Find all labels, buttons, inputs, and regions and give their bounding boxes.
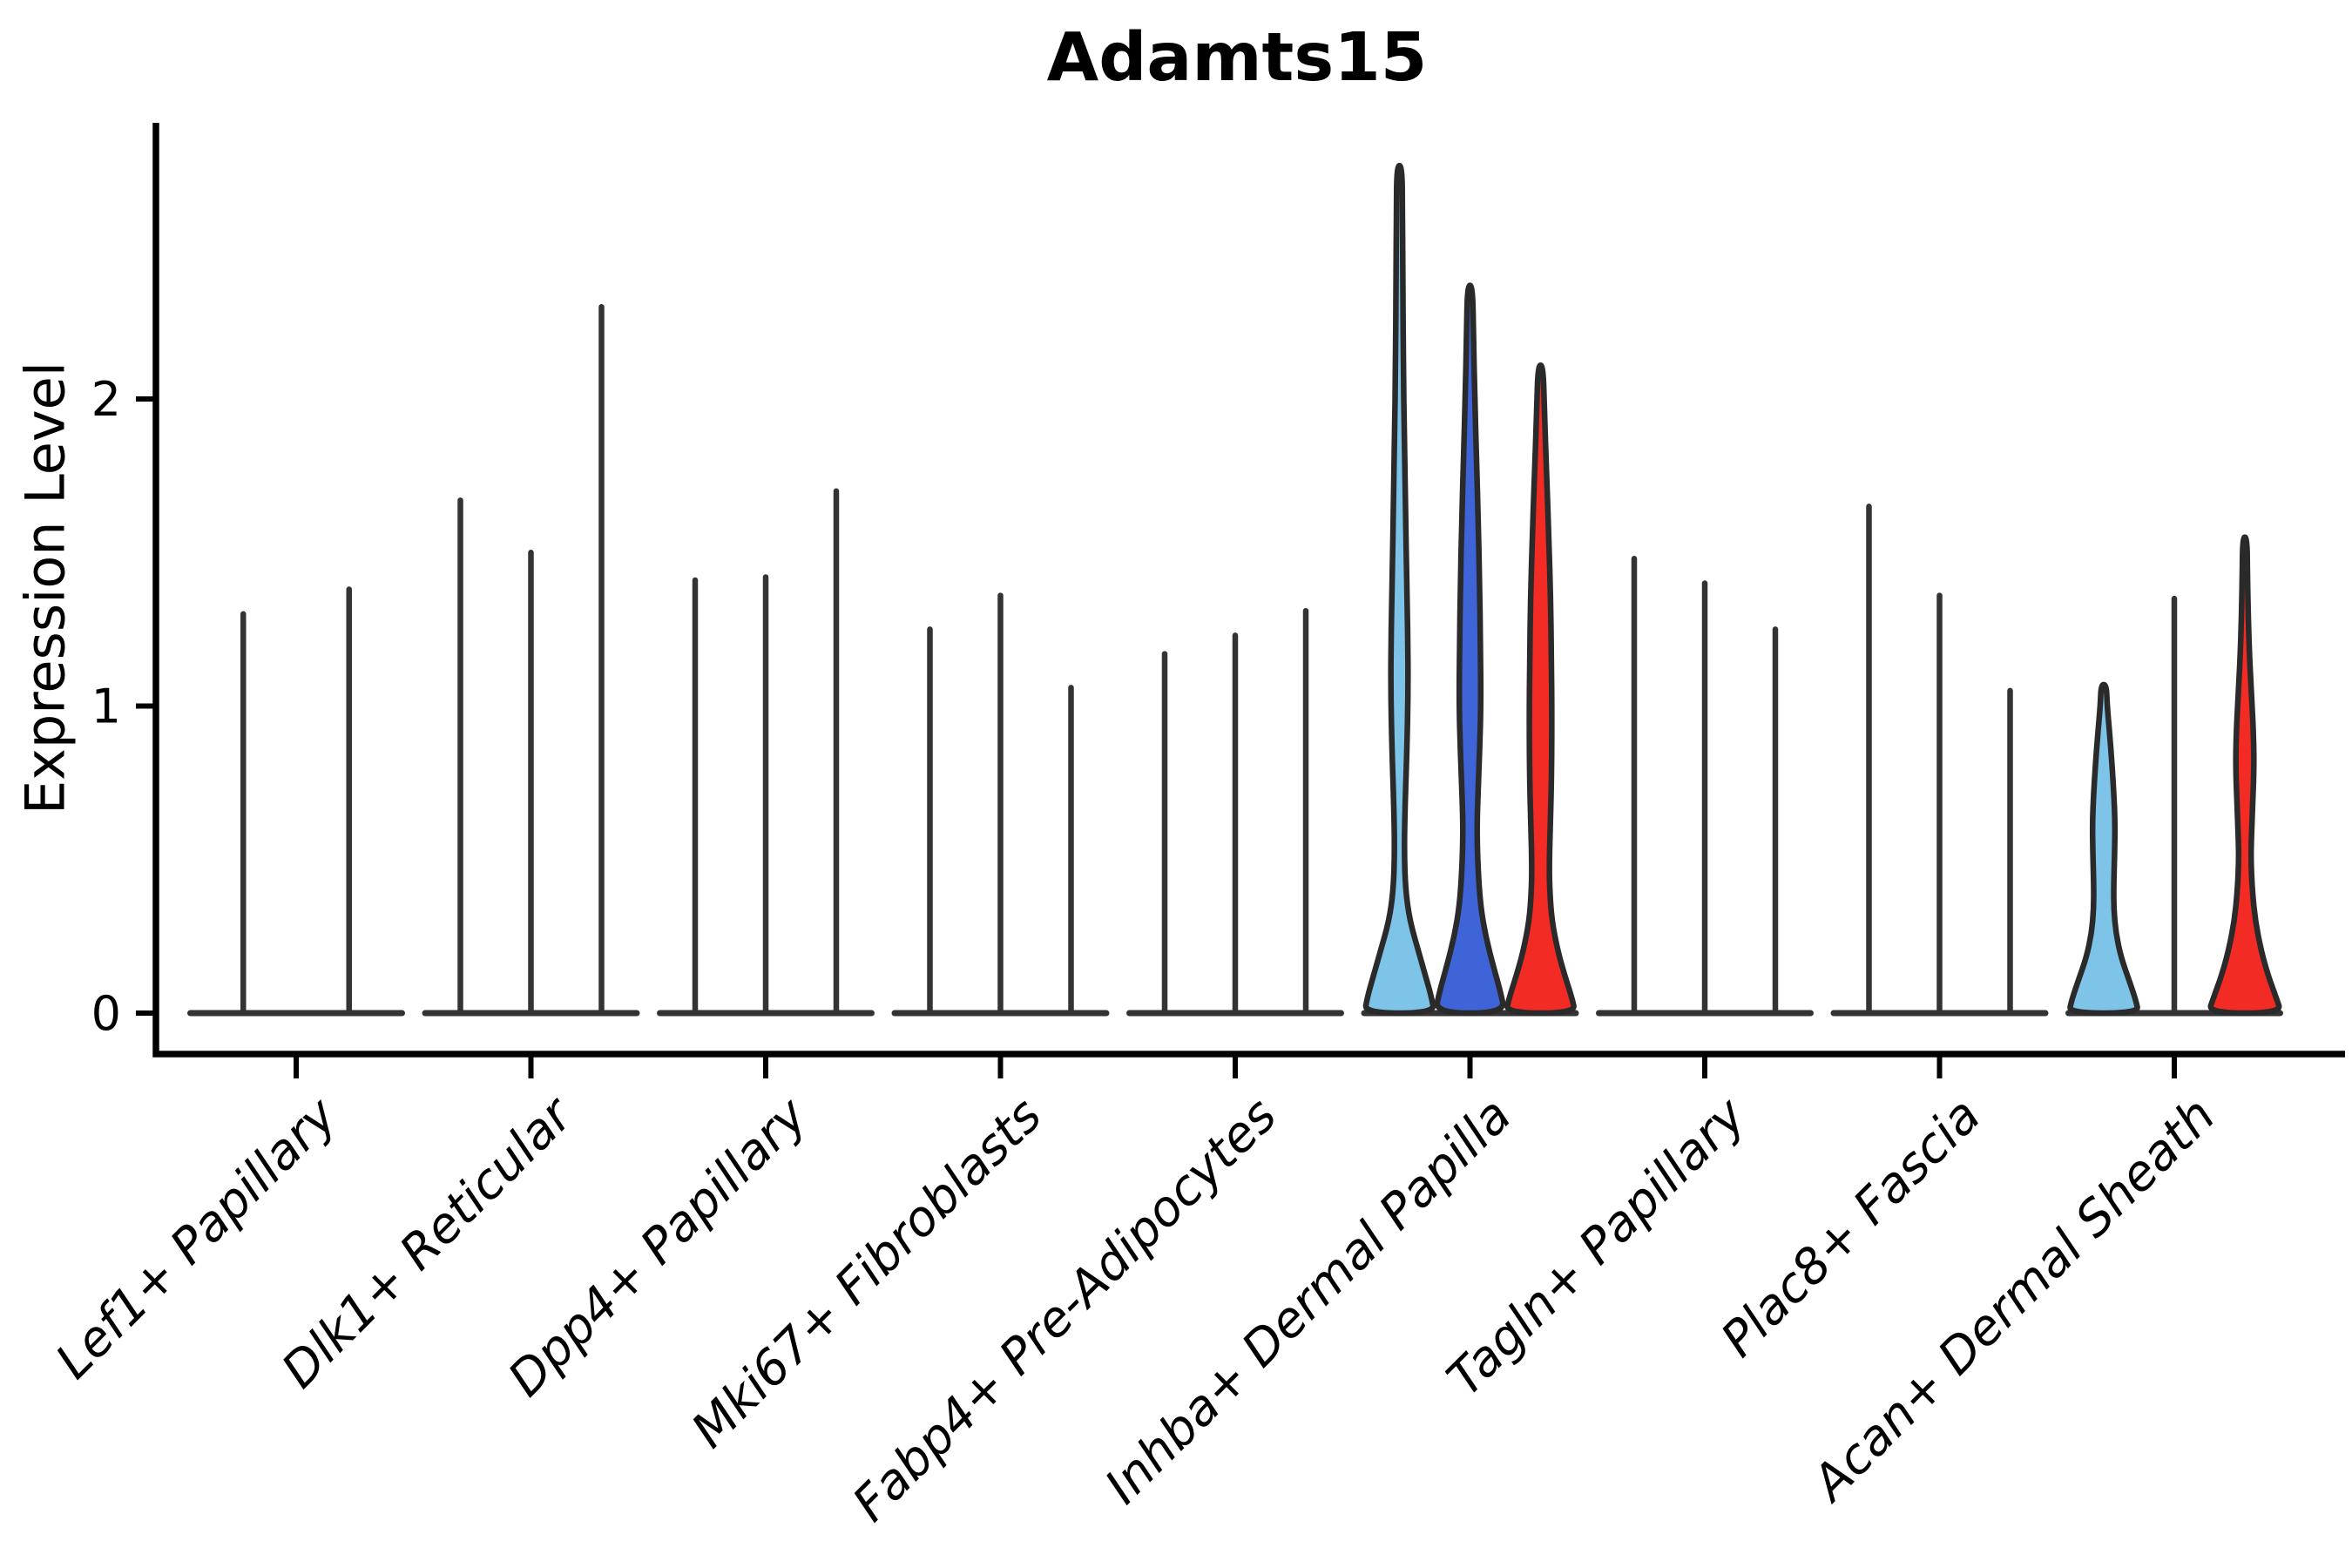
violin-filled xyxy=(1434,282,1506,1017)
violin-filled xyxy=(2207,534,2282,1017)
violin-filled xyxy=(2067,681,2140,1017)
y-tick-label: 1 xyxy=(91,679,121,734)
y-tick-label: 0 xyxy=(91,986,121,1041)
violin-filled xyxy=(1504,362,1577,1017)
violin-filled xyxy=(1362,162,1436,1017)
axes-spines xyxy=(152,123,2345,1058)
chart-title: Adamts15 xyxy=(1046,19,1428,97)
y-tick-label: 2 xyxy=(91,372,121,427)
